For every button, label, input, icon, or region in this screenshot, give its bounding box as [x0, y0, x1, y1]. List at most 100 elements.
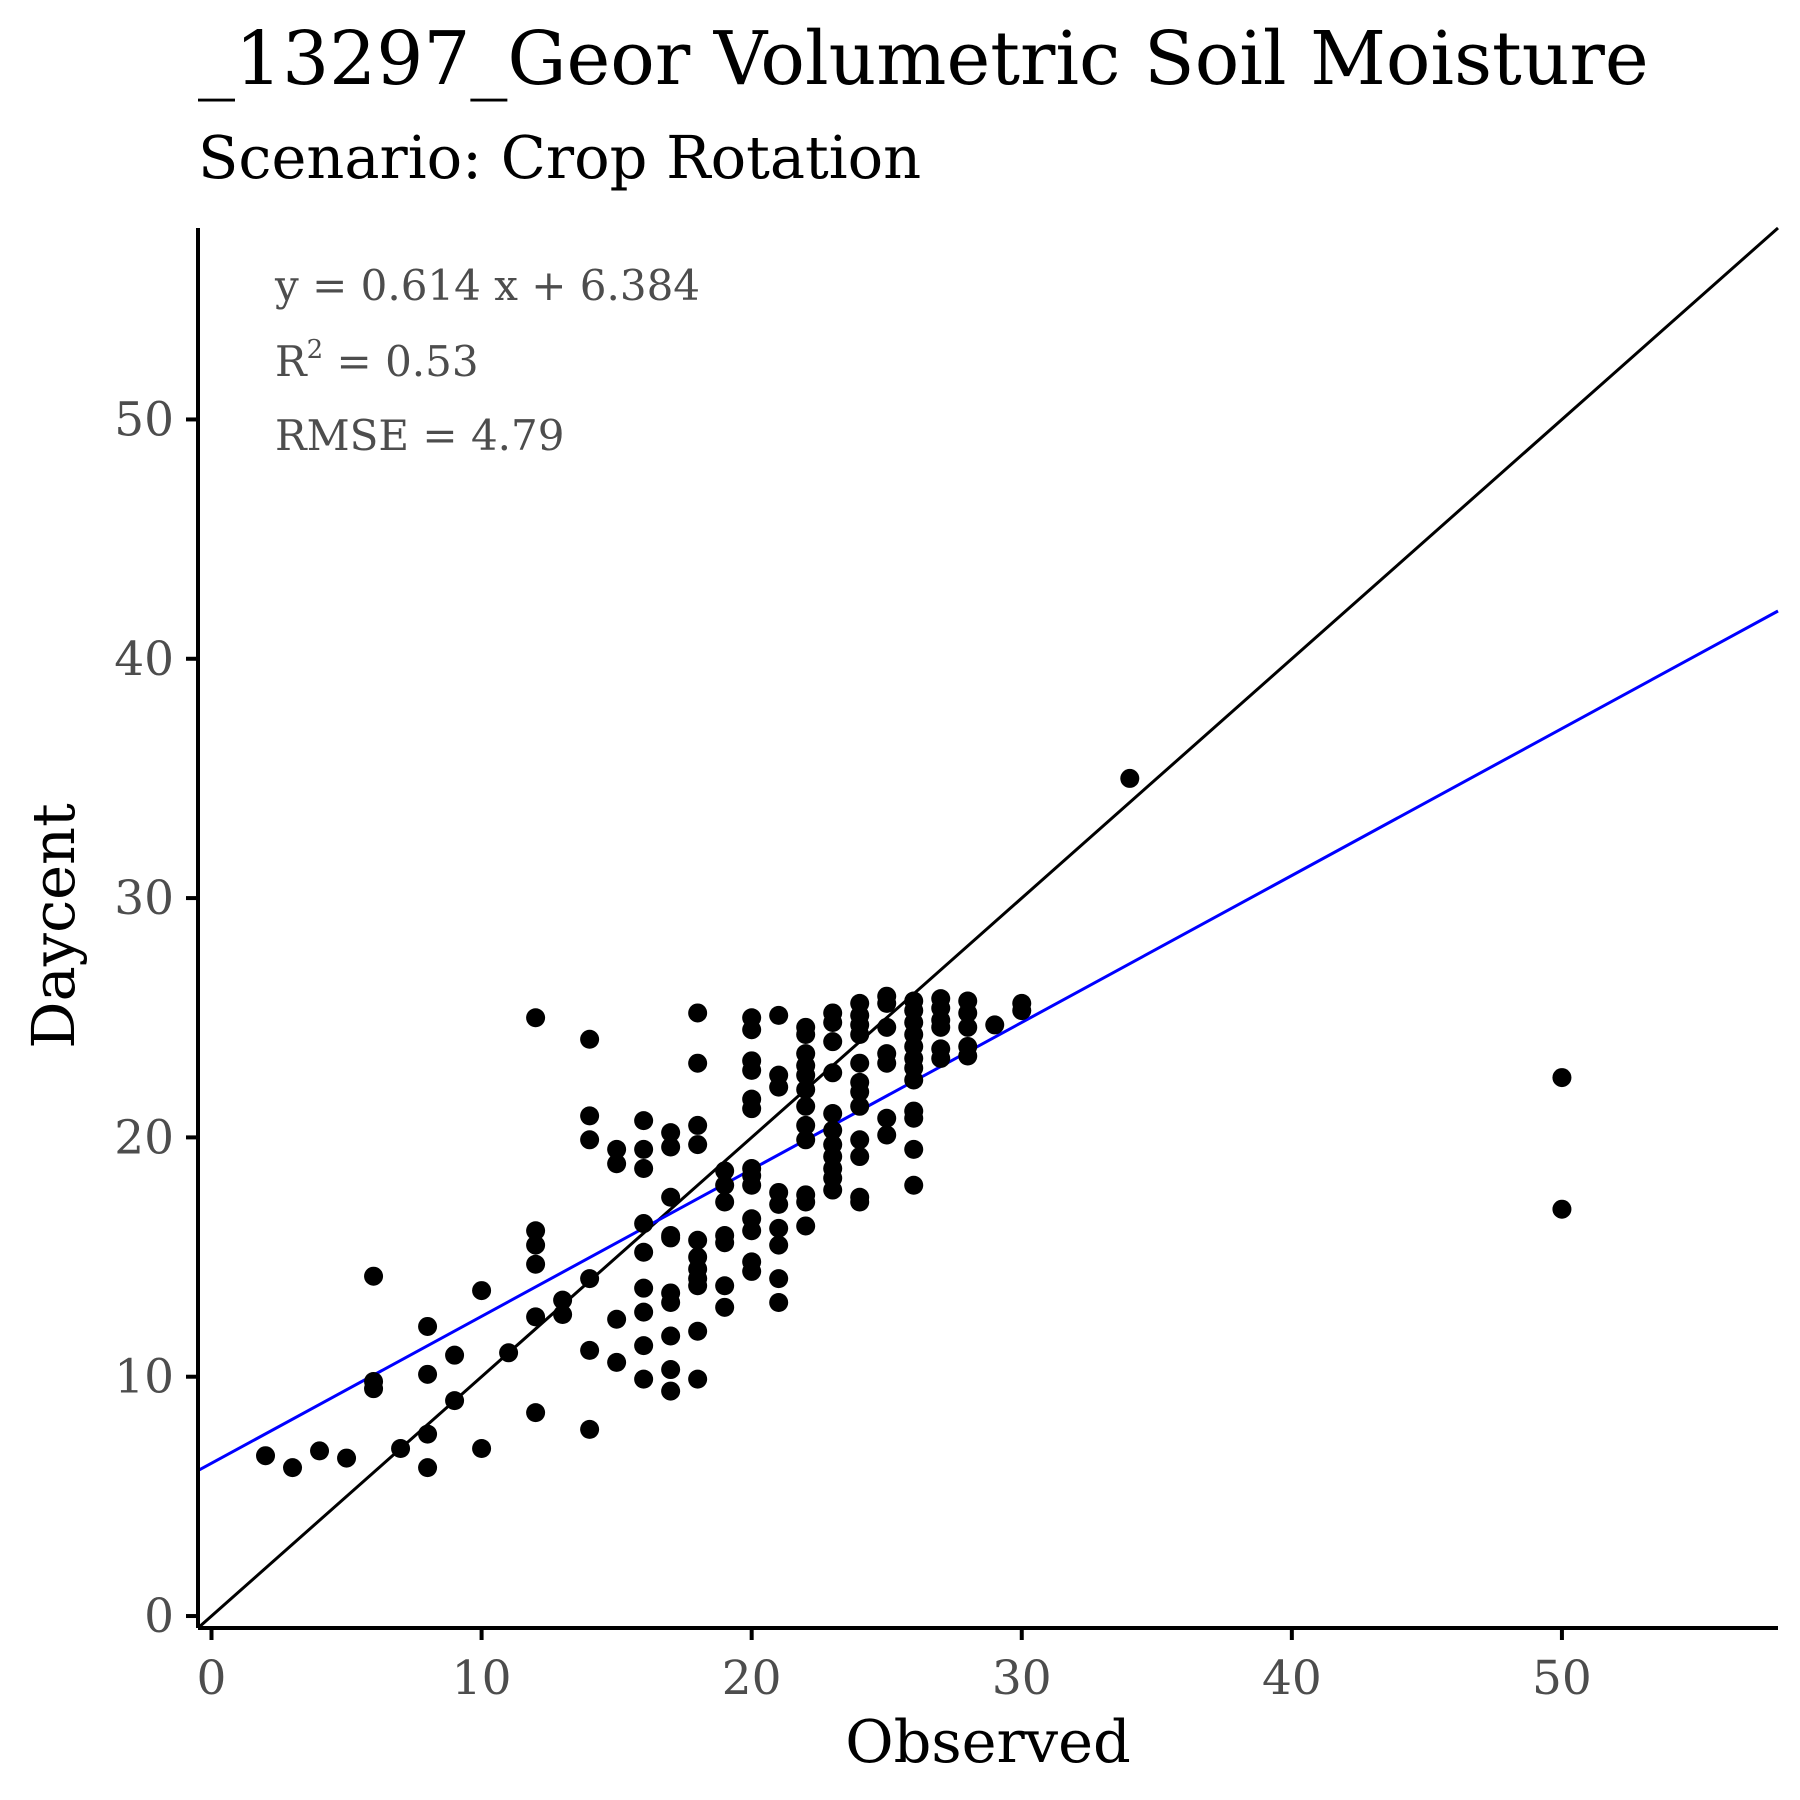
- scatter-point: [337, 1448, 357, 1468]
- scatter-point: [742, 1060, 762, 1080]
- scatter-point: [769, 1235, 789, 1255]
- scatter-point: [904, 1139, 924, 1159]
- scatter-point: [796, 1096, 816, 1116]
- scatter-point: [688, 1053, 708, 1073]
- scatter-point: [823, 1120, 843, 1140]
- scatter-point: [796, 1216, 816, 1236]
- scatter-point: [580, 1269, 600, 1289]
- y-axis-ticks: 0 10 20 30 40 50: [114, 392, 198, 1644]
- scatter-point: [661, 1381, 681, 1401]
- r-squared-label: R2 = 0.53: [275, 335, 479, 386]
- rmse-label: RMSE = 4.79: [275, 411, 564, 460]
- scatter-point: [310, 1441, 330, 1461]
- scatter-point: [661, 1293, 681, 1313]
- scatter-point: [688, 1321, 708, 1341]
- scatter-point: [877, 1108, 897, 1128]
- scatter-point: [634, 1159, 654, 1179]
- scatter-point: [904, 1070, 924, 1090]
- scatter-point: [958, 1017, 978, 1037]
- scatter-point: [877, 1125, 897, 1145]
- scatter-point: [850, 1053, 870, 1073]
- scatter-point: [526, 1221, 546, 1241]
- scatter-point: [499, 1343, 519, 1363]
- scatter-point: [877, 1017, 897, 1037]
- scatter-point: [688, 1369, 708, 1389]
- scatter-point: [877, 993, 897, 1013]
- scatter-point: [850, 1082, 870, 1102]
- scatter-point: [526, 1403, 546, 1423]
- x-axis-title: Observed: [845, 1707, 1131, 1776]
- scatter-point: [688, 1230, 708, 1250]
- scatter-point: [715, 1276, 735, 1296]
- scatter-point: [526, 1008, 546, 1028]
- scatter-point: [661, 1228, 681, 1248]
- y-tick-label: 40: [114, 632, 174, 687]
- scatter-point: [634, 1111, 654, 1131]
- scatter-point: [823, 1103, 843, 1123]
- scatter-point: [526, 1254, 546, 1274]
- x-tick-label: 20: [722, 1651, 782, 1706]
- scatter-point: [823, 1013, 843, 1033]
- scatter-point: [769, 1218, 789, 1238]
- scatter-point: [418, 1458, 438, 1478]
- scatter-point: [796, 1065, 816, 1085]
- x-axis-ticks: 0 10 20 30 40 50: [197, 1628, 1592, 1706]
- scatter-point: [715, 1233, 735, 1253]
- y-tick-label: 50: [114, 392, 174, 447]
- scatter-point: [607, 1352, 627, 1372]
- scatter-point: [283, 1458, 303, 1478]
- scatter-point: [769, 1005, 789, 1025]
- x-tick-label: 50: [1532, 1651, 1592, 1706]
- scatter-point: [445, 1391, 465, 1411]
- scatter-point: [688, 1003, 708, 1023]
- scatter-point: [715, 1175, 735, 1195]
- scatter-point: [796, 1115, 816, 1135]
- y-tick-label: 10: [114, 1350, 174, 1405]
- scatter-point: [796, 1130, 816, 1150]
- scatter-point: [364, 1379, 384, 1399]
- scatter-point: [823, 1032, 843, 1052]
- scatter-point: [850, 1096, 870, 1116]
- scatter-point: [634, 1139, 654, 1159]
- regression-equation: y = 0.614 x + 6.384: [274, 261, 700, 310]
- data-points: [256, 768, 1572, 1478]
- scatter-point: [742, 1175, 762, 1195]
- scatter-point: [580, 1130, 600, 1150]
- r-squared-superscript: 2: [307, 335, 324, 365]
- scatter-point: [661, 1123, 681, 1143]
- regression-line: [197, 609, 1779, 1472]
- scatter-point: [661, 1326, 681, 1346]
- scatter-point: [688, 1276, 708, 1296]
- scatter-point: [742, 1221, 762, 1241]
- scatter-point: [688, 1115, 708, 1135]
- scatter-point: [607, 1309, 627, 1329]
- x-tick-label: 40: [1262, 1651, 1322, 1706]
- scatter-point: [580, 1106, 600, 1126]
- scatter-point: [661, 1360, 681, 1380]
- scatter-point: [742, 1099, 762, 1119]
- scatter-point: [850, 1192, 870, 1212]
- scatter-point: [1012, 1001, 1032, 1021]
- y-tick-label: 30: [114, 871, 174, 926]
- scatter-point: [553, 1290, 573, 1310]
- scatter-point: [607, 1154, 627, 1174]
- scatter-point: [472, 1439, 492, 1459]
- scatter-point: [877, 1053, 897, 1073]
- scatter-point: [715, 1192, 735, 1212]
- y-tick-label: 0: [144, 1589, 174, 1644]
- scatter-point: [904, 1108, 924, 1128]
- scatter-point: [850, 1147, 870, 1167]
- scatter-point: [580, 1029, 600, 1049]
- scatter-point: [1552, 1068, 1572, 1088]
- scatter-point: [526, 1307, 546, 1327]
- chart-subtitle: Scenario: Crop Rotation: [198, 123, 921, 192]
- r-squared-value: = 0.53: [323, 337, 478, 386]
- scatter-point: [823, 1180, 843, 1200]
- x-tick-label: 10: [452, 1651, 512, 1706]
- scatter-point: [364, 1266, 384, 1286]
- scatter-point: [715, 1297, 735, 1317]
- r-squared-prefix: R: [275, 337, 308, 386]
- scatter-point: [580, 1340, 600, 1360]
